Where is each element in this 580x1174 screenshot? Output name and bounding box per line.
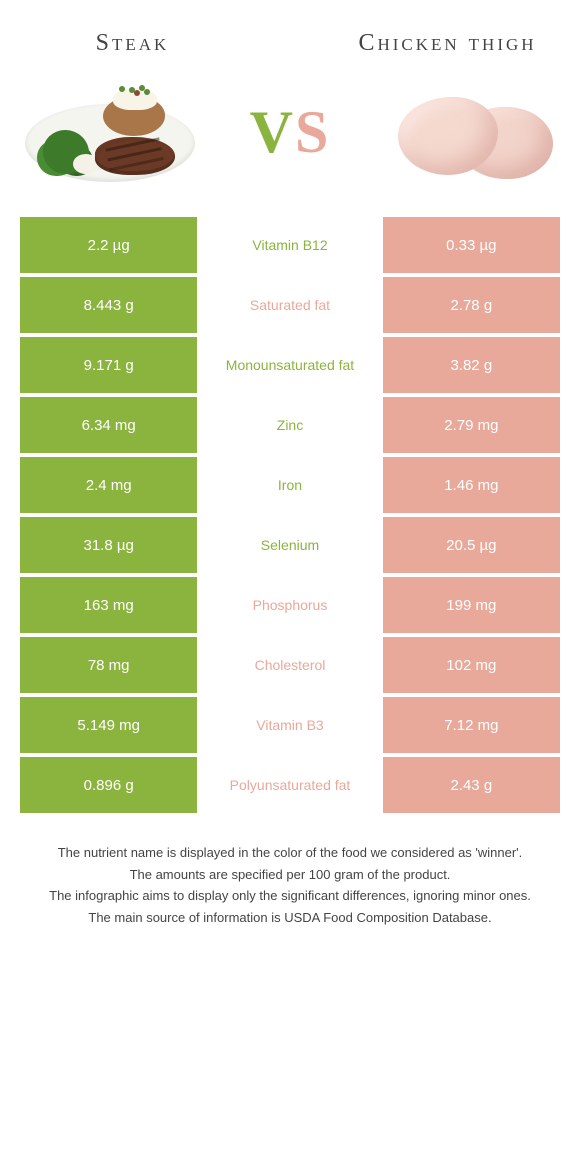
vs-s: S xyxy=(295,99,330,165)
right-value: 20.5 µg xyxy=(383,517,560,573)
nutrient-name: Vitamin B3 xyxy=(197,697,382,753)
vs-v: V xyxy=(250,99,295,165)
footer-line-4: The main source of information is USDA F… xyxy=(20,908,560,928)
steak-image xyxy=(20,77,200,187)
left-value: 6.34 mg xyxy=(20,397,197,453)
table-row: 9.171 gMonounsaturated fat3.82 g xyxy=(20,337,560,393)
left-value: 9.171 g xyxy=(20,337,197,393)
table-row: 2.2 µgVitamin B120.33 µg xyxy=(20,217,560,273)
right-value: 1.46 mg xyxy=(383,457,560,513)
nutrient-name: Vitamin B12 xyxy=(197,217,382,273)
left-value: 2.2 µg xyxy=(20,217,197,273)
right-value: 199 mg xyxy=(383,577,560,633)
footer-notes: The nutrient name is displayed in the co… xyxy=(20,843,560,927)
right-value: 102 mg xyxy=(383,637,560,693)
left-value: 78 mg xyxy=(20,637,197,693)
right-value: 3.82 g xyxy=(383,337,560,393)
nutrient-name: Selenium xyxy=(197,517,382,573)
vs-label: VS xyxy=(250,98,331,167)
left-value: 5.149 mg xyxy=(20,697,197,753)
table-row: 163 mgPhosphorus199 mg xyxy=(20,577,560,633)
nutrient-name: Iron xyxy=(197,457,382,513)
nutrient-name: Phosphorus xyxy=(197,577,382,633)
nutrient-name: Zinc xyxy=(197,397,382,453)
nutrient-table: 2.2 µgVitamin B120.33 µg8.443 gSaturated… xyxy=(20,217,560,813)
table-row: 78 mgCholesterol102 mg xyxy=(20,637,560,693)
footer-line-2: The amounts are specified per 100 gram o… xyxy=(20,865,560,885)
nutrient-name: Monounsaturated fat xyxy=(197,337,382,393)
footer-line-3: The infographic aims to display only the… xyxy=(20,886,560,906)
right-value: 0.33 µg xyxy=(383,217,560,273)
table-row: 31.8 µgSelenium20.5 µg xyxy=(20,517,560,573)
right-value: 7.12 mg xyxy=(383,697,560,753)
left-value: 2.4 mg xyxy=(20,457,197,513)
table-row: 2.4 mgIron1.46 mg xyxy=(20,457,560,513)
nutrient-name: Saturated fat xyxy=(197,277,382,333)
nutrient-name: Polyunsaturated fat xyxy=(197,757,382,813)
left-food-title: Steak xyxy=(20,30,245,57)
right-food-title: Chicken thigh xyxy=(335,30,560,57)
left-value: 8.443 g xyxy=(20,277,197,333)
nutrient-name: Cholesterol xyxy=(197,637,382,693)
table-row: 5.149 mgVitamin B37.12 mg xyxy=(20,697,560,753)
left-value: 31.8 µg xyxy=(20,517,197,573)
table-row: 6.34 mgZinc2.79 mg xyxy=(20,397,560,453)
table-row: 8.443 gSaturated fat2.78 g xyxy=(20,277,560,333)
chicken-image xyxy=(380,77,560,187)
table-row: 0.896 gPolyunsaturated fat2.43 g xyxy=(20,757,560,813)
left-value: 163 mg xyxy=(20,577,197,633)
right-value: 2.43 g xyxy=(383,757,560,813)
header-row: Steak Chicken thigh xyxy=(0,0,580,67)
right-value: 2.78 g xyxy=(383,277,560,333)
left-value: 0.896 g xyxy=(20,757,197,813)
image-row: VS xyxy=(0,67,580,217)
right-value: 2.79 mg xyxy=(383,397,560,453)
footer-line-1: The nutrient name is displayed in the co… xyxy=(20,843,560,863)
